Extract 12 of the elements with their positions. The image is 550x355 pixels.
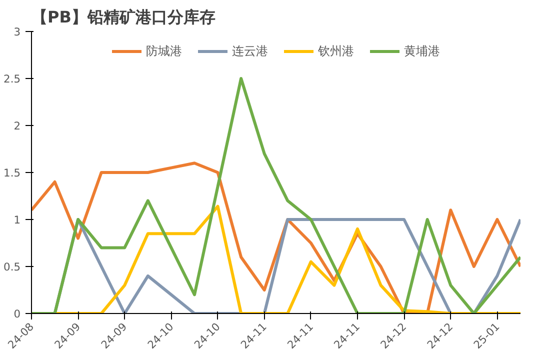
y-tick-label: 1 [14,214,20,226]
y-tick-label: 2.5 [4,72,21,86]
y-tick-label: 2 [14,120,20,132]
legend-label: 连云港 [232,42,268,60]
y-tick-label: 3 [14,26,20,38]
legend-label: 防城港 [146,42,182,60]
legend-label: 黄埔港 [404,42,440,60]
y-tick-label: 1.5 [4,166,21,180]
legend-label: 钦州港 [318,42,354,60]
y-tick-label: 0 [14,308,21,320]
y-tick-label: 0.5 [4,260,21,274]
chart-title: 【PB】铅精矿港口分库存 [32,8,216,26]
